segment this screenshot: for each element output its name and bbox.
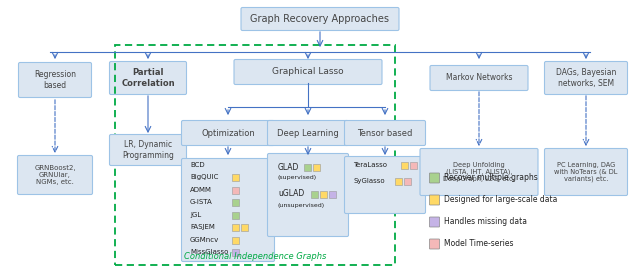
Text: Conditional Independence Graphs: Conditional Independence Graphs [184, 252, 326, 261]
Text: JGL: JGL [190, 212, 201, 218]
Text: Handles missing data: Handles missing data [444, 218, 527, 227]
Text: Partial
Correlation: Partial Correlation [121, 68, 175, 88]
Text: Deep Unfolding
(LISTA, IHT, ALISTA),
DeepGraph, L2G, etc.: Deep Unfolding (LISTA, IHT, ALISTA), Dee… [443, 162, 515, 182]
Text: uGLAD: uGLAD [278, 190, 304, 198]
Bar [313, 164, 320, 170]
FancyBboxPatch shape [344, 156, 426, 213]
FancyBboxPatch shape [109, 135, 186, 165]
FancyBboxPatch shape [429, 217, 440, 227]
Text: DAGs, Bayesian
networks, SEM: DAGs, Bayesian networks, SEM [556, 68, 616, 88]
Text: Graph Recovery Approaches: Graph Recovery Approaches [250, 14, 390, 24]
Text: Designed for large-scale data: Designed for large-scale data [444, 196, 557, 204]
Text: Tensor based: Tensor based [357, 129, 413, 138]
Text: TeraLasso: TeraLasso [353, 162, 387, 168]
Text: FASJEM: FASJEM [190, 224, 215, 230]
Bar [329, 190, 336, 198]
Text: Deep Learning: Deep Learning [277, 129, 339, 138]
Bar [232, 199, 239, 206]
Text: GGMncv: GGMncv [190, 237, 220, 243]
FancyBboxPatch shape [17, 156, 93, 195]
FancyBboxPatch shape [109, 61, 186, 95]
FancyBboxPatch shape [268, 121, 349, 145]
Bar [241, 224, 248, 231]
FancyBboxPatch shape [344, 121, 426, 145]
FancyBboxPatch shape [420, 149, 538, 196]
Text: Regression
based: Regression based [34, 70, 76, 90]
FancyBboxPatch shape [182, 121, 275, 145]
Bar [404, 178, 411, 184]
Bar [410, 161, 417, 169]
Text: Recover multiple graphs: Recover multiple graphs [444, 173, 538, 182]
Bar [232, 212, 239, 218]
FancyBboxPatch shape [182, 158, 275, 261]
Text: G-ISTA: G-ISTA [190, 199, 212, 206]
FancyBboxPatch shape [234, 59, 382, 84]
FancyBboxPatch shape [545, 149, 627, 196]
FancyBboxPatch shape [19, 62, 92, 98]
Text: Model Time-series: Model Time-series [444, 239, 513, 249]
Bar [395, 178, 402, 184]
Text: GRNBoost2,
GRNUlar,
NGMs, etc.: GRNBoost2, GRNUlar, NGMs, etc. [34, 165, 76, 185]
Text: (unsupervised): (unsupervised) [278, 202, 325, 207]
Text: Graphical Lasso: Graphical Lasso [272, 67, 344, 76]
Text: (supervised): (supervised) [278, 176, 317, 181]
Bar [232, 174, 239, 181]
Bar [232, 236, 239, 244]
Bar [304, 164, 311, 170]
Text: Markov Networks: Markov Networks [445, 73, 512, 82]
Bar [115, 45, 395, 265]
Bar [232, 224, 239, 231]
Text: BCD: BCD [190, 162, 205, 168]
Bar [401, 161, 408, 169]
Bar [320, 190, 327, 198]
Text: ADMM: ADMM [190, 187, 212, 193]
Bar [232, 249, 239, 256]
Bar [232, 187, 239, 193]
Bar [311, 190, 318, 198]
Text: SyGlasso: SyGlasso [353, 178, 385, 184]
Text: Optimization: Optimization [201, 129, 255, 138]
Text: LR, Dynamic
Programming: LR, Dynamic Programming [122, 140, 174, 160]
Text: GLAD: GLAD [278, 162, 300, 172]
FancyBboxPatch shape [429, 239, 440, 249]
FancyBboxPatch shape [429, 173, 440, 183]
Text: BigQUIC: BigQUIC [190, 175, 218, 181]
FancyBboxPatch shape [241, 7, 399, 30]
FancyBboxPatch shape [429, 195, 440, 205]
FancyBboxPatch shape [545, 61, 627, 95]
Text: MissGlasso: MissGlasso [190, 250, 228, 255]
Text: PC Learning, DAG
with NoTears (& DL
variants) etc.: PC Learning, DAG with NoTears (& DL vari… [554, 161, 618, 182]
FancyBboxPatch shape [268, 153, 349, 236]
FancyBboxPatch shape [430, 65, 528, 90]
